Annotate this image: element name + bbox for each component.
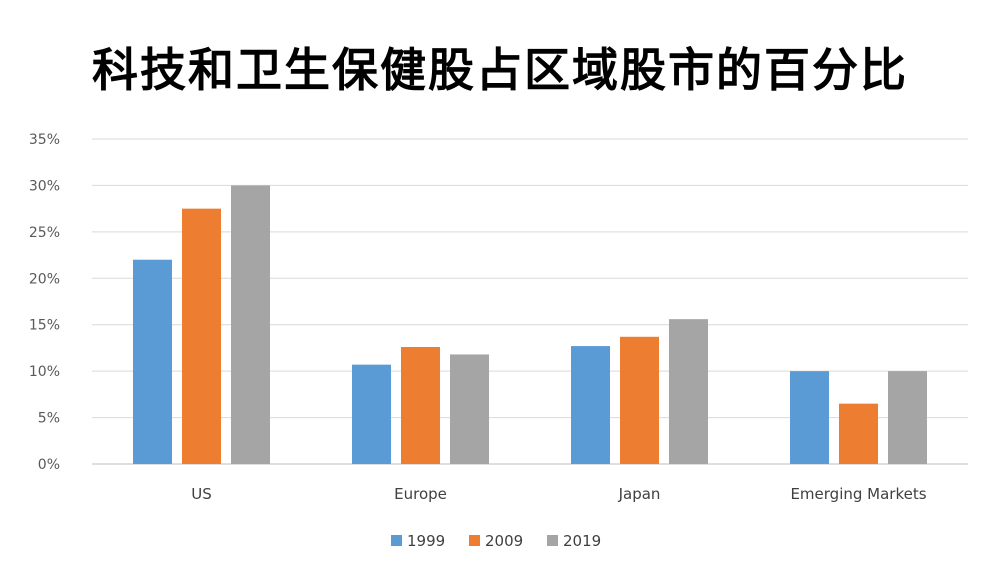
x-category-label: US — [191, 485, 212, 503]
bar-2009-us — [182, 208, 221, 464]
y-tick-label: 20% — [29, 271, 60, 287]
bar-1999-europe — [352, 364, 391, 464]
bar-2019-japan — [669, 319, 708, 464]
legend-label: 2009 — [485, 532, 523, 550]
bar-1999-japan — [571, 346, 610, 464]
chart-title: 科技和卫生保健股占区域股市的百分比 — [92, 43, 908, 97]
y-tick-label: 25% — [29, 225, 60, 241]
legend-label: 2019 — [563, 532, 601, 550]
y-tick-label: 5% — [38, 411, 60, 427]
y-tick-label: 15% — [29, 318, 60, 334]
y-tick-label: 35% — [29, 132, 60, 148]
bar-2019-emerging-markets — [888, 371, 927, 464]
x-category-label: Japan — [618, 485, 661, 503]
bar-1999-us — [133, 259, 172, 464]
legend-swatch — [391, 535, 402, 546]
y-tick-label: 30% — [29, 178, 60, 194]
x-category-label: Europe — [394, 485, 447, 503]
bar-1999-emerging-markets — [790, 371, 829, 464]
bar-2009-emerging-markets — [839, 403, 878, 464]
legend-swatch — [469, 535, 480, 546]
legend-swatch — [547, 535, 558, 546]
bar-2009-europe — [401, 347, 440, 464]
y-tick-label: 0% — [38, 457, 60, 473]
bar-2009-japan — [620, 336, 659, 464]
bar-2019-us — [231, 185, 270, 464]
legend-label: 1999 — [407, 532, 445, 550]
y-tick-label: 10% — [29, 364, 60, 380]
bar-2019-europe — [450, 354, 489, 464]
x-category-label: Emerging Markets — [790, 485, 926, 503]
